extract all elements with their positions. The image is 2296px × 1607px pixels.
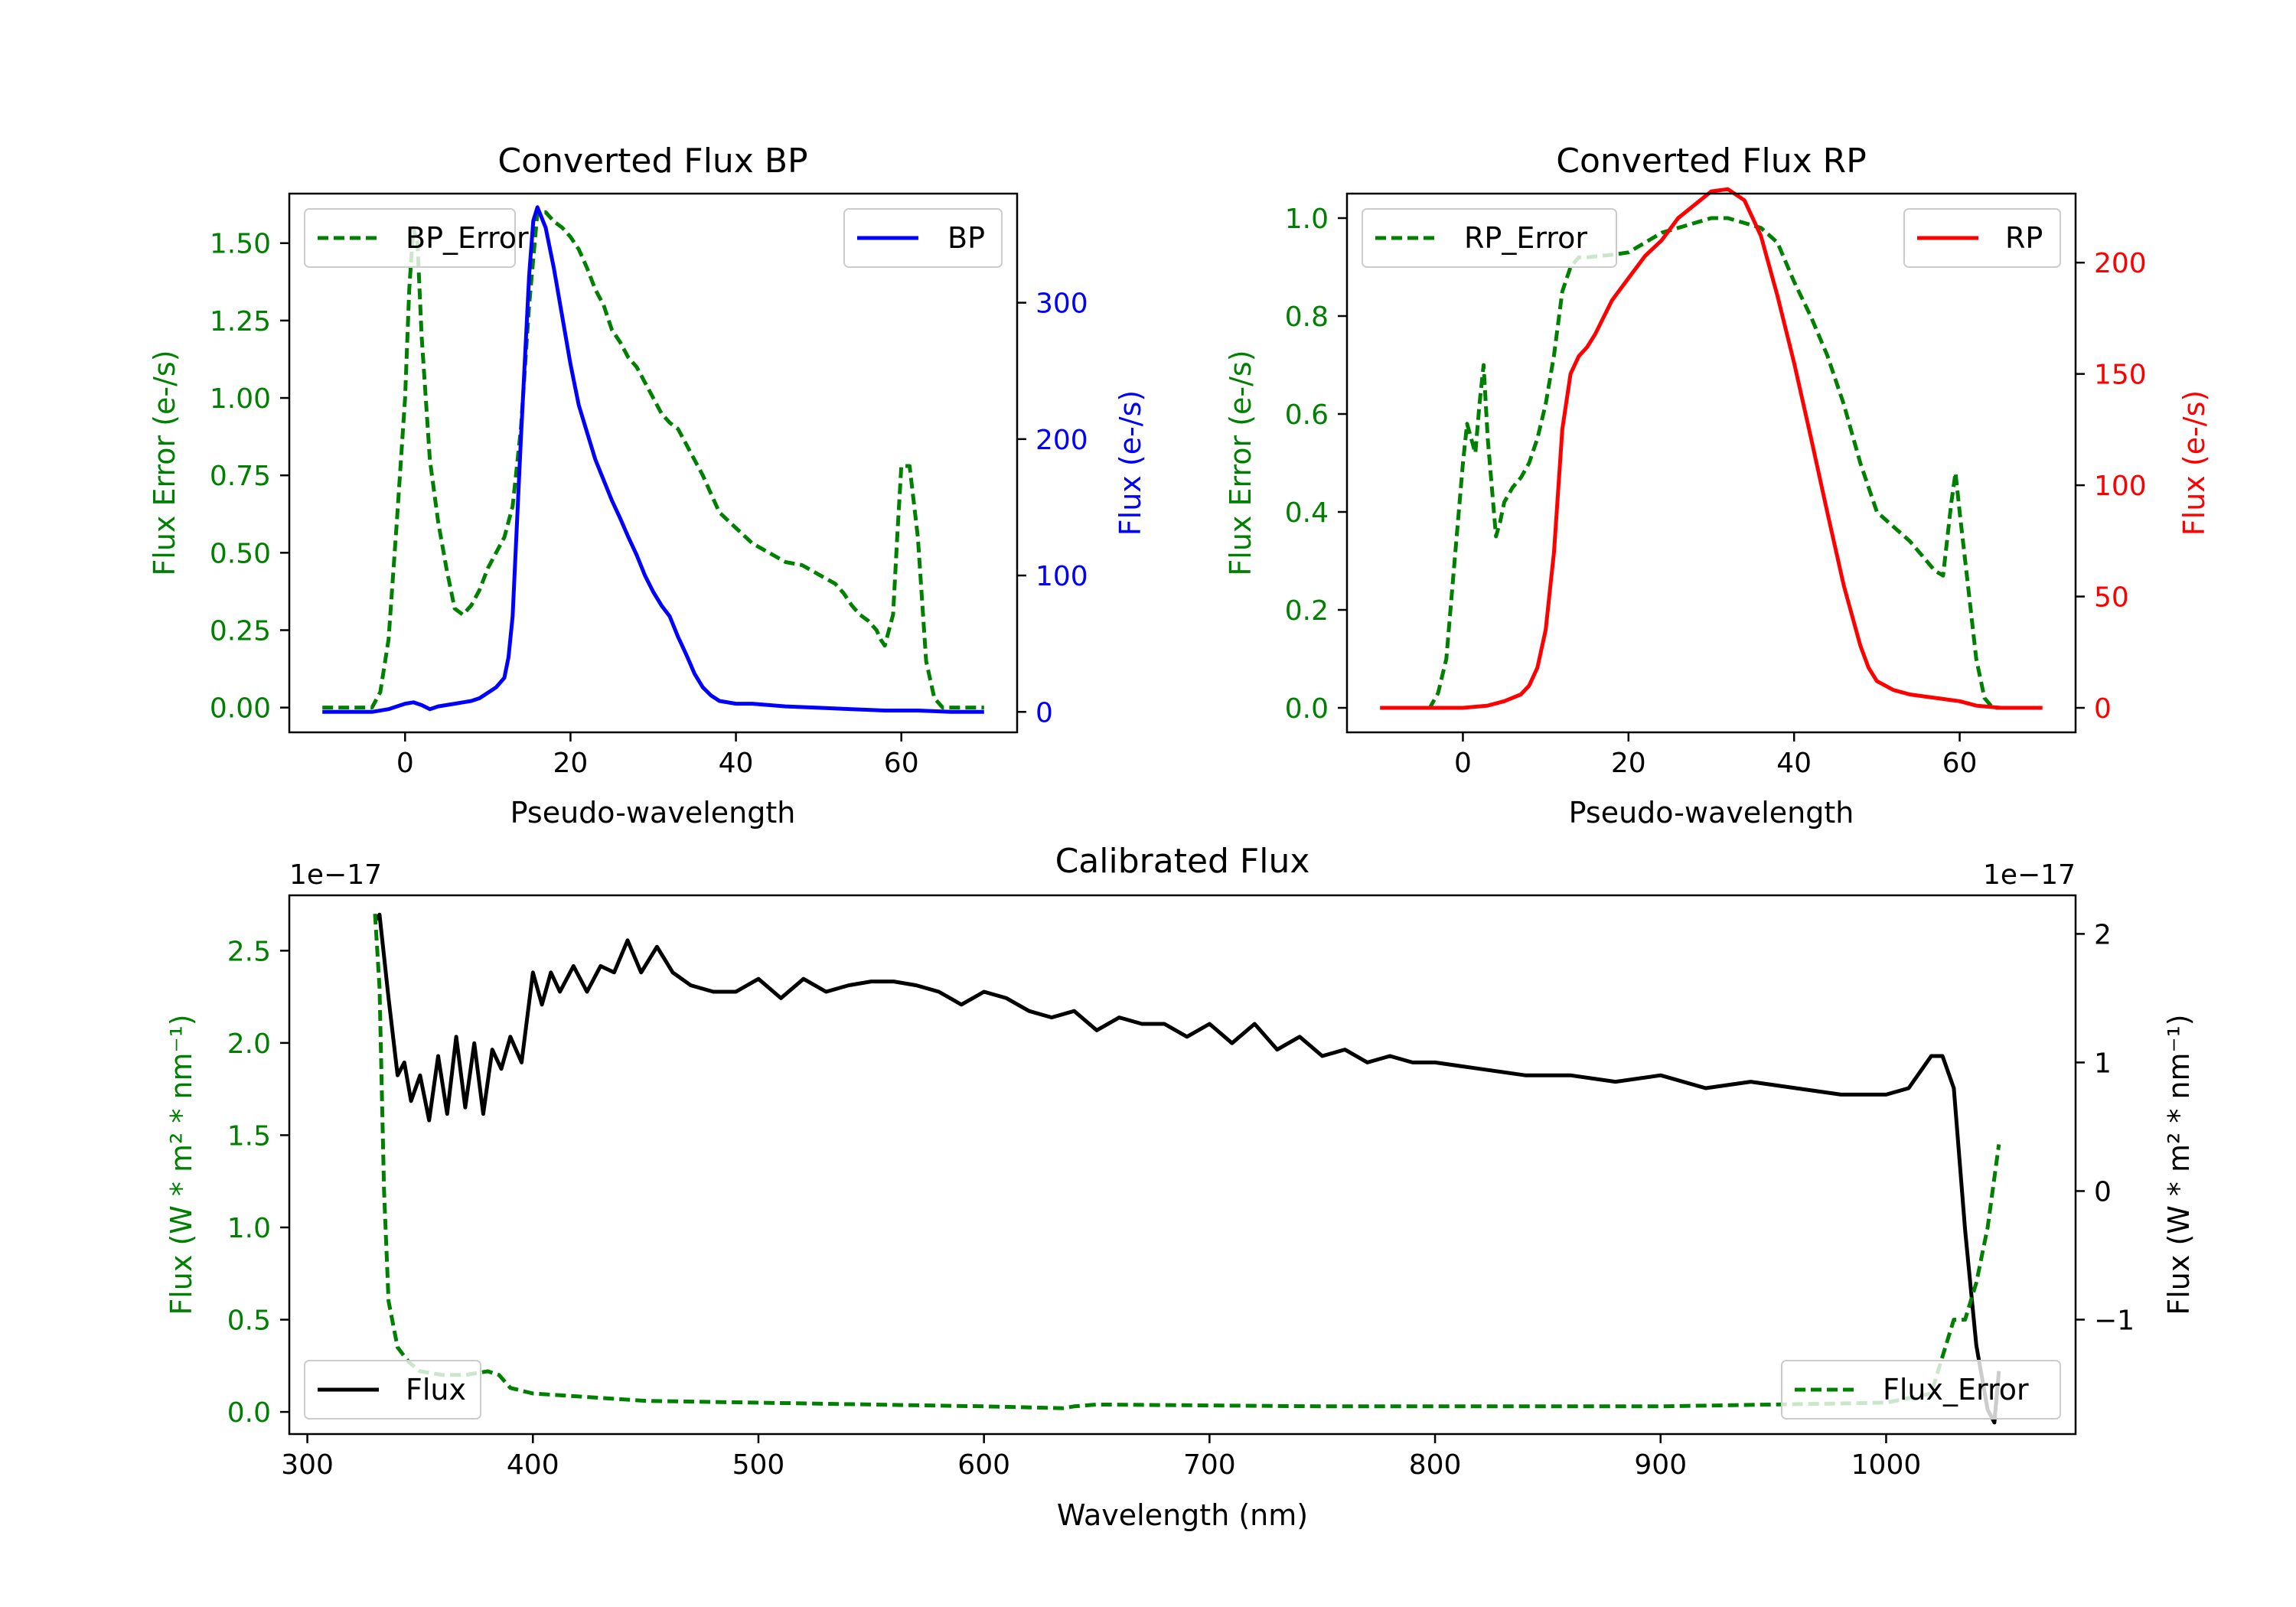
x-axis-label: Wavelength (nm)	[1057, 1498, 1308, 1532]
x-tick-label: 700	[1183, 1449, 1236, 1481]
x-axis-label: Pseudo-wavelength	[1569, 796, 1854, 830]
chart-title: Converted Flux RP	[1556, 142, 1867, 181]
left-tick-label: 1.0	[227, 1213, 271, 1244]
right-axis-label: Flux (e-/s)	[1114, 390, 1147, 536]
right-tick-label: 100	[1035, 561, 1088, 592]
legend-label: RP_Error	[1464, 221, 1587, 255]
left-tick-label: 1.25	[210, 306, 271, 337]
legend-label: RP	[2005, 221, 2043, 255]
left-tick-label: 0.5	[227, 1305, 271, 1337]
left-tick-label: 0.75	[210, 461, 271, 492]
legend-bp: BP	[843, 208, 1003, 268]
chart-bp: Converted Flux BP 0 20 40 60 0.00 0.25 0.50 0.…	[148, 142, 1147, 830]
x-tick-label: 60	[884, 748, 919, 779]
right-tick-label: 100	[2094, 471, 2147, 502]
left-tick-label: 0.6	[1285, 399, 1329, 431]
legend-label: Flux_Error	[1883, 1373, 2029, 1407]
left-tick-label: 2.0	[227, 1028, 271, 1060]
series-line-bp-error	[322, 210, 984, 710]
plot-frame	[288, 894, 2077, 1436]
x-tick-label: 0	[396, 748, 414, 779]
left-tick-label: 1.0	[1285, 204, 1329, 235]
left-axis-label: Flux Error (e-/s)	[1224, 350, 1257, 575]
right-tick-label: 1	[2094, 1048, 2112, 1079]
legend-bp-error: BP_Error	[304, 208, 529, 268]
right-tick-label: 300	[1035, 288, 1088, 320]
chart-title: Converted Flux BP	[497, 142, 807, 181]
left-tick-label: 0.0	[227, 1397, 271, 1429]
right-tick-label: 200	[2094, 248, 2147, 279]
left-tick-label: 1.50	[210, 229, 271, 260]
right-tick-label: 0	[2094, 693, 2112, 725]
x-tick-label: 60	[1942, 748, 1978, 779]
right-tick-label: 0	[1035, 697, 1053, 729]
x-tick-label: 400	[507, 1449, 559, 1481]
right-offset-text: 1e−17	[1983, 859, 2076, 891]
x-tick-label: 300	[281, 1449, 334, 1481]
right-tick-label: 0	[2094, 1176, 2112, 1208]
left-tick-label: 2.5	[227, 936, 271, 967]
x-tick-label: 40	[719, 748, 754, 779]
left-tick-label: 0.00	[210, 693, 271, 725]
series-line-rp	[1380, 187, 2043, 710]
left-tick-label: 0.2	[1285, 595, 1329, 627]
x-tick-label: 900	[1634, 1449, 1687, 1481]
left-offset-text: 1e−17	[289, 859, 382, 891]
x-tick-label: 20	[1611, 748, 1646, 779]
series-line-bp	[322, 205, 984, 714]
chart-calibrated: Calibrated Flux 300 400 500 600 700 800 900 100…	[165, 842, 2196, 1532]
legend-label: Flux	[406, 1373, 466, 1407]
x-tick-label: 20	[553, 748, 589, 779]
left-tick-label: 0.50	[210, 538, 271, 569]
right-tick-label: 150	[2094, 360, 2147, 391]
legend-flux: Flux	[304, 1360, 481, 1420]
left-tick-label: 1.00	[210, 383, 271, 415]
plot-frame	[1345, 192, 2077, 734]
right-tick-label: 200	[1035, 425, 1088, 456]
legend-rp-error: RP_Error	[1362, 208, 1617, 268]
left-tick-label: 0.0	[1285, 693, 1329, 725]
x-tick-label: 800	[1409, 1449, 1462, 1481]
series-line-flux	[373, 912, 2001, 1425]
left-axis-label: Flux Error (e-/s)	[148, 350, 181, 575]
legend-flux-error: Flux_Error	[1781, 1360, 2061, 1420]
chart-rp: Converted Flux RP 0 20 40 60 0.0 0.2 0.4 0.6 0.…	[1224, 142, 2211, 830]
left-tick-label: 0.25	[210, 615, 271, 647]
x-tick-label: 500	[732, 1449, 785, 1481]
x-tick-label: 1000	[1851, 1449, 1922, 1481]
right-tick-label: −1	[2094, 1305, 2135, 1336]
right-axis-label: Flux (e-/s)	[2177, 390, 2211, 536]
left-tick-label: 0.4	[1285, 497, 1329, 529]
legend-label: BP	[947, 221, 985, 255]
legend-rp: RP	[1903, 208, 2061, 268]
left-tick-label: 0.8	[1285, 302, 1329, 333]
plot-frame	[288, 192, 1019, 734]
right-axis-label: Flux (W * m² * nm⁻¹)	[2162, 1014, 2196, 1315]
right-tick-label: 2	[2094, 919, 2112, 950]
right-tick-label: 50	[2094, 582, 2129, 614]
left-axis-label: Flux (W * m² * nm⁻¹)	[165, 1014, 198, 1315]
x-tick-label: 0	[1454, 748, 1472, 779]
x-tick-label: 40	[1776, 748, 1812, 779]
chart-title: Calibrated Flux	[1055, 842, 1310, 881]
x-axis-label: Pseudo-wavelength	[510, 796, 796, 830]
legend-label: BP_Error	[406, 221, 529, 255]
left-tick-label: 1.5	[227, 1120, 271, 1152]
series-line-rp-error	[1380, 216, 2043, 710]
x-tick-label: 600	[957, 1449, 1010, 1481]
